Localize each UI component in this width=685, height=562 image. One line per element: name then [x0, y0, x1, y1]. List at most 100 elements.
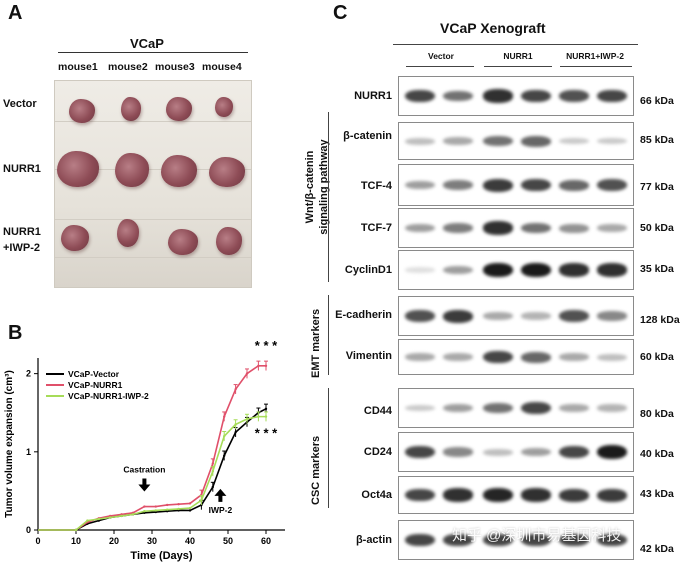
band-4 — [521, 312, 551, 320]
blot-beta-actin — [398, 520, 634, 560]
band-5 — [559, 488, 589, 502]
band-2 — [443, 265, 473, 275]
significance-top: * * * — [255, 340, 278, 353]
band-2 — [443, 447, 473, 457]
protein-label-oct4a: Oct4a — [361, 489, 392, 501]
band-4 — [521, 447, 551, 457]
legend-label: VCaP-NURR1 — [68, 380, 123, 390]
tumor-nurr1-4 — [209, 157, 245, 187]
x-tick-label: 50 — [223, 536, 233, 546]
band-6 — [597, 224, 627, 232]
band-3 — [483, 178, 513, 192]
band-5 — [559, 179, 589, 191]
data-point — [166, 503, 169, 507]
watermark: 知乎 @深圳市易基因科技 — [452, 527, 622, 544]
band-4 — [521, 533, 551, 547]
band-6 — [597, 404, 627, 412]
data-point — [177, 507, 180, 511]
row-label-nurr1: NURR1 — [3, 163, 41, 175]
band-3 — [483, 89, 513, 103]
y-tick-label: 1 — [26, 447, 31, 457]
band-1 — [405, 353, 435, 361]
band-2 — [443, 90, 473, 102]
tumor-iwp2-2 — [117, 219, 139, 247]
pathway-label-wnt: Wnt/β-catenin signaling pathway — [304, 139, 330, 235]
band-1 — [405, 267, 435, 273]
kda-oct4a: 43 kDa — [640, 488, 674, 500]
band-2 — [443, 180, 473, 190]
band-3 — [483, 312, 513, 320]
band-6 — [597, 533, 627, 547]
data-point — [188, 502, 192, 505]
band-3 — [483, 533, 513, 547]
band-3 — [483, 350, 513, 364]
kda-tcf4: 77 kDa — [640, 181, 674, 193]
panel-a-title-rule — [58, 52, 248, 53]
group-label-nurr1-iwp2: NURR1+IWP-2 — [566, 51, 624, 61]
pathway-bar-wnt — [328, 112, 329, 282]
tumor-iwp2-3 — [168, 229, 198, 255]
kda-cyclind1: 35 kDa — [640, 263, 674, 275]
band-2 — [443, 137, 473, 145]
y-tick-label: 0 — [26, 525, 31, 535]
annotation-iwp2: IWP-2 — [209, 505, 233, 515]
band-5 — [559, 137, 589, 145]
data-point — [166, 508, 169, 511]
mouse-label-3: mouse3 — [155, 61, 195, 73]
band-6 — [597, 89, 627, 103]
kda-cd24: 40 kDa — [640, 448, 674, 460]
blot-cd24 — [398, 432, 634, 472]
band-1 — [405, 488, 435, 502]
band-3 — [483, 135, 513, 147]
band-6 — [597, 137, 627, 145]
band-6 — [597, 263, 627, 277]
group-line-nurr1 — [484, 66, 552, 67]
protein-label-beta-catenin: β-catenin — [343, 130, 392, 142]
band-6 — [597, 444, 627, 460]
x-tick-label: 40 — [185, 536, 195, 546]
blot-tcf4 — [398, 164, 634, 206]
panel-a-letter: A — [8, 2, 23, 24]
data-point — [143, 505, 146, 508]
band-2 — [443, 309, 473, 323]
band-3 — [483, 402, 513, 414]
data-point — [154, 509, 157, 512]
tumor-vector-2 — [121, 97, 141, 121]
band-4 — [521, 488, 551, 502]
tumor-iwp2-4 — [216, 227, 242, 255]
band-1 — [405, 89, 435, 103]
band-4 — [521, 89, 551, 103]
band-6 — [597, 353, 627, 361]
band-5 — [559, 445, 589, 459]
blot-tcf7 — [398, 208, 634, 248]
blot-vimentin — [398, 339, 634, 375]
x-axis-label: Time (Days) — [130, 550, 192, 562]
x-tick-label: 30 — [147, 536, 157, 546]
band-1 — [405, 137, 435, 145]
row-label-nurr1-iwp2: NURR1 +IWP-2 — [3, 226, 41, 254]
band-4 — [521, 135, 551, 147]
band-3 — [483, 221, 513, 235]
data-point — [120, 514, 123, 518]
band-1 — [405, 180, 435, 190]
protein-label-cd24: CD24 — [363, 446, 392, 458]
y-tick-label: 2 — [26, 369, 31, 379]
band-1 — [405, 404, 435, 412]
pathway-label-csc: CSC markers — [310, 435, 322, 505]
pathway-bar-csc — [328, 388, 329, 508]
pathway-label-emt: EMT markers — [310, 308, 322, 378]
band-4 — [521, 178, 551, 192]
kda-beta-catenin: 85 kDa — [640, 134, 674, 146]
kda-nurr1: 66 kDa — [640, 95, 674, 107]
protein-label-tcf4: TCF-4 — [360, 180, 392, 192]
mouse-label-2: mouse2 — [108, 61, 148, 73]
protein-label-cyclind1: CyclinD1 — [344, 264, 392, 276]
data-point — [97, 517, 101, 521]
protein-label-e-cadherin: E-cadherin — [335, 309, 392, 321]
kda-e-cadherin: 128 kDa — [640, 314, 680, 326]
legend-label: VCaP-Vector — [68, 369, 120, 379]
legend-label: VCaP-NURR1-IWP-2 — [68, 391, 149, 401]
protein-label-vimentin: Vimentin — [345, 350, 392, 362]
band-1 — [405, 533, 435, 547]
band-5 — [559, 90, 589, 102]
